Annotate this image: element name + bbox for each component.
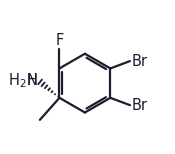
Text: H: H — [27, 73, 37, 88]
Text: Br: Br — [131, 54, 147, 69]
Text: H$_2$N: H$_2$N — [8, 71, 37, 90]
Text: Br: Br — [131, 98, 147, 113]
Text: F: F — [55, 33, 64, 48]
